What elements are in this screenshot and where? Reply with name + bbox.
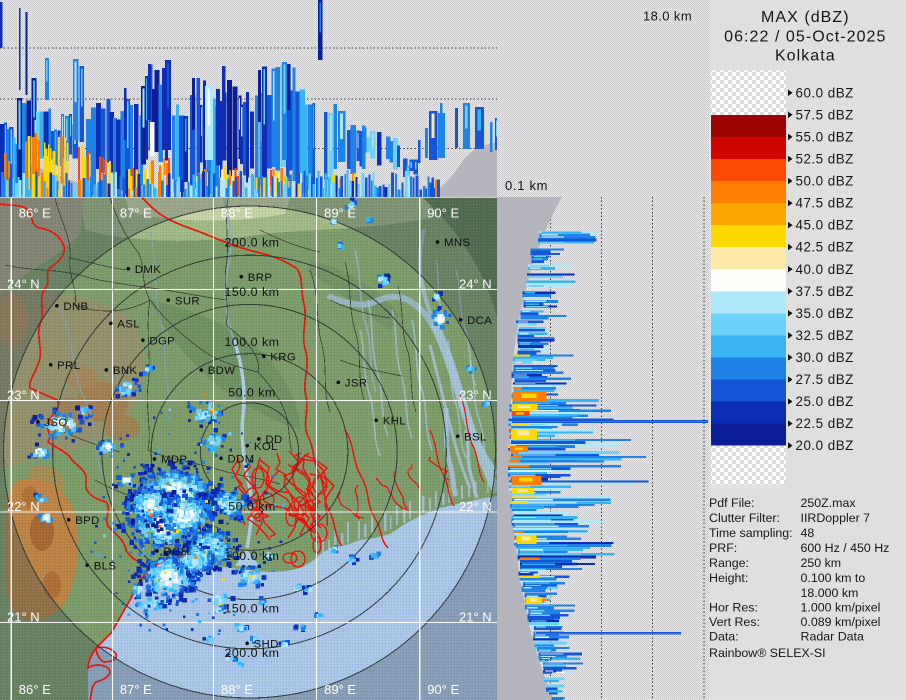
svg-text:18.0 km: 18.0 km [643,9,692,24]
svg-text:SUR: SUR [175,295,200,307]
svg-text:Vert Res:: Vert Res: [709,615,760,629]
svg-text:150.0 km: 150.0 km [225,602,280,616]
svg-text:60.0 dBZ: 60.0 dBZ [796,85,854,100]
svg-text:DNB: DNB [63,301,88,313]
svg-text:Rainbow® SELEX-SI: Rainbow® SELEX-SI [709,646,826,660]
svg-text:MAX (dBZ): MAX (dBZ) [761,9,850,26]
svg-text:BNK: BNK [113,365,138,377]
svg-text:SHD: SHD [254,639,279,651]
svg-text:90° E: 90° E [427,682,459,697]
svg-text:87° E: 87° E [120,682,152,697]
svg-text:Pdf File:: Pdf File: [709,496,754,510]
svg-text:40.0 dBZ: 40.0 dBZ [796,262,854,277]
svg-text:ASL: ASL [117,319,140,331]
svg-text:JSR: JSR [345,378,368,390]
svg-text:35.0 dBZ: 35.0 dBZ [796,306,854,321]
svg-text:50.0 km: 50.0 km [228,500,276,514]
svg-text:IIRDoppler 7: IIRDoppler 7 [801,511,871,525]
svg-text:52.5 dBZ: 52.5 dBZ [796,152,854,167]
svg-text:600 Hz / 450 Hz: 600 Hz / 450 Hz [801,541,890,555]
svg-text:BLS: BLS [94,560,117,572]
svg-text:KHL: KHL [383,416,406,428]
svg-text:MDP: MDP [161,454,187,466]
svg-text:88° E: 88° E [221,206,253,221]
svg-text:150.0 km: 150.0 km [225,285,280,299]
svg-text:23° N: 23° N [7,388,40,403]
svg-text:42.5 dBZ: 42.5 dBZ [796,240,854,255]
svg-text:100.0 km: 100.0 km [225,335,280,349]
svg-text:PRF:: PRF: [709,541,737,555]
svg-text:Hor Res:: Hor Res: [709,600,758,614]
svg-text:0.100 km to: 0.100 km to [801,571,866,585]
svg-text:250 km: 250 km [801,556,842,570]
svg-text:DGH: DGH [164,546,190,558]
svg-text:21° N: 21° N [7,610,40,625]
svg-text:100.0 km: 100.0 km [225,549,280,563]
svg-text:23° N: 23° N [459,388,492,403]
svg-text:DMK: DMK [135,264,161,276]
svg-text:30.0 dBZ: 30.0 dBZ [796,350,854,365]
svg-text:24° N: 24° N [7,277,40,292]
svg-text:45.0 dBZ: 45.0 dBZ [796,218,854,233]
svg-text:Radar Data: Radar Data [801,630,864,644]
svg-text:50.0 dBZ: 50.0 dBZ [796,174,854,189]
svg-text:32.5 dBZ: 32.5 dBZ [796,328,854,343]
svg-text:18.000 km: 18.000 km [801,586,859,600]
svg-text:48: 48 [801,526,815,540]
svg-text:Clutter Filter:: Clutter Filter: [709,511,780,525]
svg-text:0.1 km: 0.1 km [505,178,548,193]
svg-text:37.5 dBZ: 37.5 dBZ [796,284,854,299]
svg-text:06:22 / 05-Oct-2025: 06:22 / 05-Oct-2025 [724,28,886,45]
svg-text:86° E: 86° E [19,682,51,697]
svg-text:50.0 km: 50.0 km [228,386,276,400]
svg-text:86° E: 86° E [19,206,51,221]
svg-text:200.0 km: 200.0 km [225,236,280,250]
svg-text:MNS: MNS [444,237,470,249]
svg-text:57.5 dBZ: 57.5 dBZ [796,107,854,122]
svg-text:1.000 km/pixel: 1.000 km/pixel [801,600,881,614]
svg-text:55.0 dBZ: 55.0 dBZ [796,130,854,145]
svg-text:89° E: 89° E [324,682,356,697]
svg-text:89° E: 89° E [324,206,356,221]
svg-text:87° E: 87° E [120,206,152,221]
svg-text:Range:: Range: [709,556,749,570]
svg-text:250Z.max: 250Z.max [801,496,857,510]
svg-text:BRP: BRP [248,272,272,284]
svg-text:24° N: 24° N [459,277,492,292]
svg-text:200.0 km: 200.0 km [225,646,280,660]
svg-text:DCA: DCA [467,315,492,327]
svg-text:PRL: PRL [57,360,80,372]
svg-text:BDW: BDW [208,365,236,377]
svg-text:Data:: Data: [709,630,739,644]
svg-text:0.089 km/pixel: 0.089 km/pixel [801,615,881,629]
svg-text:DDM: DDM [228,453,255,465]
svg-text:Kolkata: Kolkata [775,47,836,64]
svg-text:DGP: DGP [149,335,175,347]
svg-text:Time sampling:: Time sampling: [709,526,793,540]
svg-text:BPD: BPD [75,515,99,527]
svg-text:BSL: BSL [464,431,487,443]
svg-text:90° E: 90° E [427,206,459,221]
svg-text:21° N: 21° N [459,610,492,625]
svg-text:KRG: KRG [270,351,296,363]
svg-text:22° N: 22° N [459,499,492,514]
svg-text:88° E: 88° E [221,682,253,697]
svg-text:27.5 dBZ: 27.5 dBZ [796,372,854,387]
svg-text:22.5 dBZ: 22.5 dBZ [796,416,854,431]
svg-text:47.5 dBZ: 47.5 dBZ [796,196,854,211]
svg-text:Height:: Height: [709,571,748,585]
svg-text:JSO: JSO [44,417,67,429]
svg-text:DD: DD [265,434,282,446]
svg-text:20.0 dBZ: 20.0 dBZ [796,438,854,453]
svg-text:KOL: KOL [254,441,278,453]
svg-text:25.0 dBZ: 25.0 dBZ [796,394,854,409]
svg-text:22° N: 22° N [7,499,40,514]
